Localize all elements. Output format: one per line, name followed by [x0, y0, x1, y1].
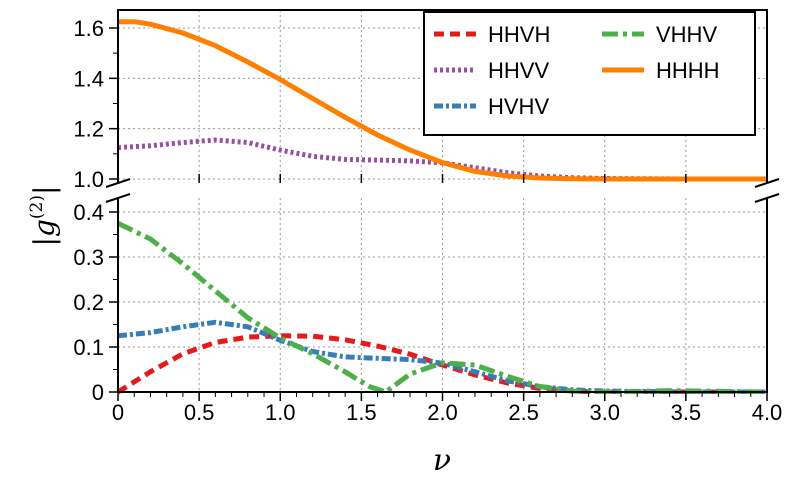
upper-axes-frame [117, 9, 768, 183]
y-tick-label: 0.3 [73, 245, 104, 270]
y-tick-label: 0.4 [73, 200, 104, 225]
y-axis-label: |g(2)| [27, 186, 61, 247]
legend-label: HHVH [488, 22, 550, 47]
y-tick-label: 0 [92, 380, 104, 405]
legend-label: VHHV [656, 22, 717, 47]
axis-break-mark [105, 178, 131, 188]
axis-break-mark [754, 178, 780, 188]
y-tick-label: 1.0 [73, 167, 104, 192]
y-tick-label: 1.2 [73, 117, 104, 142]
series-line-vhhv [118, 221, 767, 394]
x-tick-label: 3.5 [671, 400, 702, 425]
series-lines [118, 19, 767, 394]
axes-frame [105, 9, 780, 401]
axis-break-mark [754, 193, 780, 203]
legend: HHVH HHVV HVHV VHHV HHHH [423, 11, 756, 136]
tick-labels: 0 0.5 1.0 1.5 2.0 2.5 3.0 3.5 4.0 0 0.1 0.2 0.3 0.4 1.… [73, 16, 782, 425]
legend-label: HVHV [488, 94, 549, 119]
x-axis-label: ν [433, 443, 451, 478]
y-tick-label: 1.4 [73, 66, 104, 91]
y-tick-label: 0.2 [73, 290, 104, 315]
y-tick-label: 1.6 [73, 16, 104, 41]
x-tick-label: 1.5 [346, 400, 377, 425]
x-tick-label: 0.5 [184, 400, 215, 425]
series-line-hhhh [118, 19, 767, 182]
x-tick-label: 2.0 [427, 400, 458, 425]
svg-text:|g(2)|: |g(2)| [27, 186, 61, 247]
legend-label: HHHH [656, 58, 720, 83]
x-tick-label: 2.5 [508, 400, 539, 425]
x-tick-label: 1.0 [265, 400, 296, 425]
y-tick-label: 0.1 [73, 335, 104, 360]
lower-axes-frame [117, 198, 768, 393]
x-tick-label: 3.0 [589, 400, 620, 425]
x-tick-label: 0 [112, 400, 124, 425]
series-line-hvhv [118, 319, 767, 394]
legend-label: HHVV [488, 58, 549, 83]
x-tick-label: 4.0 [752, 400, 783, 425]
legend-box [423, 11, 756, 136]
axis-break-mark [105, 193, 131, 203]
